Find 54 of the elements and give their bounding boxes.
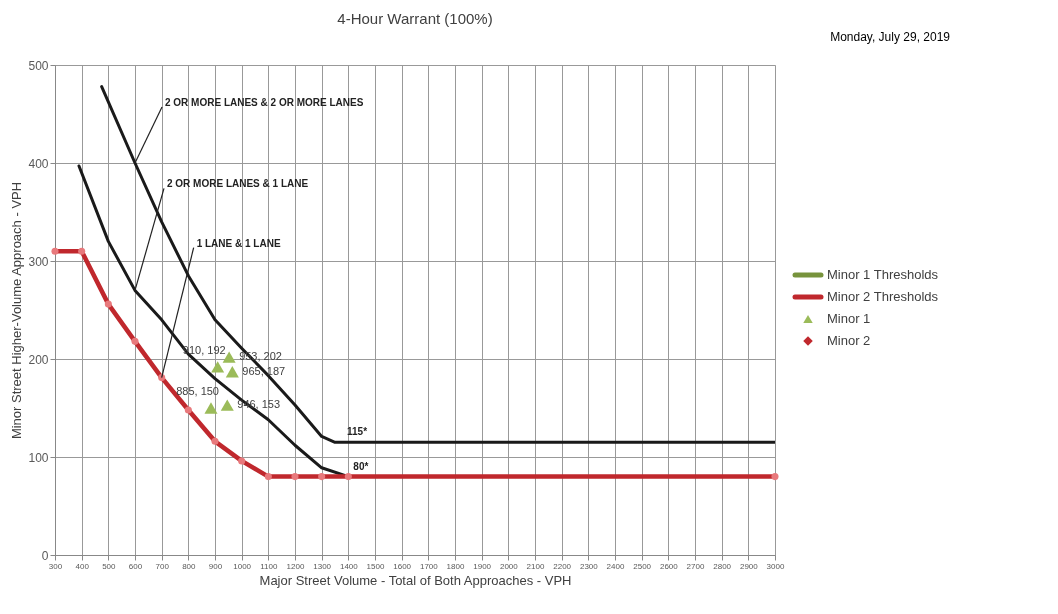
annotation: 80* [353, 460, 369, 472]
annotation: 2 OR MORE LANES & 1 LANE [167, 178, 309, 190]
x-tick-label: 600 [128, 561, 143, 571]
x-tick-label: 2200 [553, 561, 572, 571]
x-tick-label: 1400 [339, 561, 359, 571]
point [211, 361, 225, 373]
data-label: 885, 150 [176, 385, 219, 397]
x-tick-label: 700 [155, 561, 170, 571]
y-tick-label: 500 [28, 58, 49, 73]
legend-label: Minor 1 Thresholds [827, 267, 939, 282]
x-tick-label: 1900 [473, 561, 492, 571]
legend-label: Minor 2 [827, 333, 871, 348]
y-tick-label: 300 [28, 254, 49, 269]
annotation: 2 OR MORE LANES & 2 OR MORE LANES [165, 97, 364, 108]
x-tick-label: 400 [75, 561, 90, 571]
x-tick-label: 800 [182, 561, 197, 571]
x-tick-label: 2700 [686, 561, 705, 571]
y-tick-label: 100 [28, 450, 49, 465]
y-tick-label: 0 [41, 548, 49, 563]
x-tick-label: 3000 [766, 561, 785, 571]
x-tick-label: 1300 [313, 561, 332, 571]
point [220, 399, 234, 411]
y-tick-label: 200 [28, 352, 49, 367]
annotation: 1 LANE & 1 LANE [196, 237, 281, 249]
annotation: 115* [347, 426, 368, 438]
text: Monday, July 29, 2019 [830, 30, 951, 44]
x-tick-label: 900 [208, 561, 223, 571]
x-tick-label: 2300 [579, 561, 599, 571]
line-series [100, 85, 775, 444]
x-tick-label: 2400 [606, 561, 625, 571]
x-tick-label: 1500 [366, 561, 385, 571]
point [225, 366, 239, 378]
x-tick-label: 2000 [499, 561, 519, 571]
chart-title: 4-Hour Warrant (100%) [337, 10, 493, 27]
legend-label: Minor 1 [827, 311, 871, 326]
point [204, 402, 218, 414]
x-axis-title: Major Street Volume - Total of Both Approaches - VPH [259, 572, 572, 588]
x-tick-label: 1800 [446, 561, 465, 571]
x-tick-label: 2500 [633, 561, 652, 571]
x-tick-label: 1700 [419, 561, 439, 571]
x-tick-label: 500 [102, 561, 117, 571]
x-tick-label: 2600 [659, 561, 679, 571]
x-tick-label: 2100 [526, 561, 545, 571]
x-tick-label: 1600 [393, 561, 412, 571]
data-label: 965, 187 [242, 364, 286, 377]
x-tick-label: 2900 [739, 561, 759, 571]
x-tick-label: 1000 [233, 561, 252, 571]
x-tick-label: 1200 [286, 561, 305, 571]
x-tick-label: 2800 [713, 561, 732, 571]
y-axis-title: Minor Street Higher-Volume Approach - VPH [9, 181, 25, 440]
legend-label: Minor 2 Thresholds [827, 289, 939, 304]
x-tick-label: 300 [48, 561, 63, 571]
y-tick-label: 400 [28, 156, 49, 171]
x-tick-label: 1100 [260, 561, 278, 571]
